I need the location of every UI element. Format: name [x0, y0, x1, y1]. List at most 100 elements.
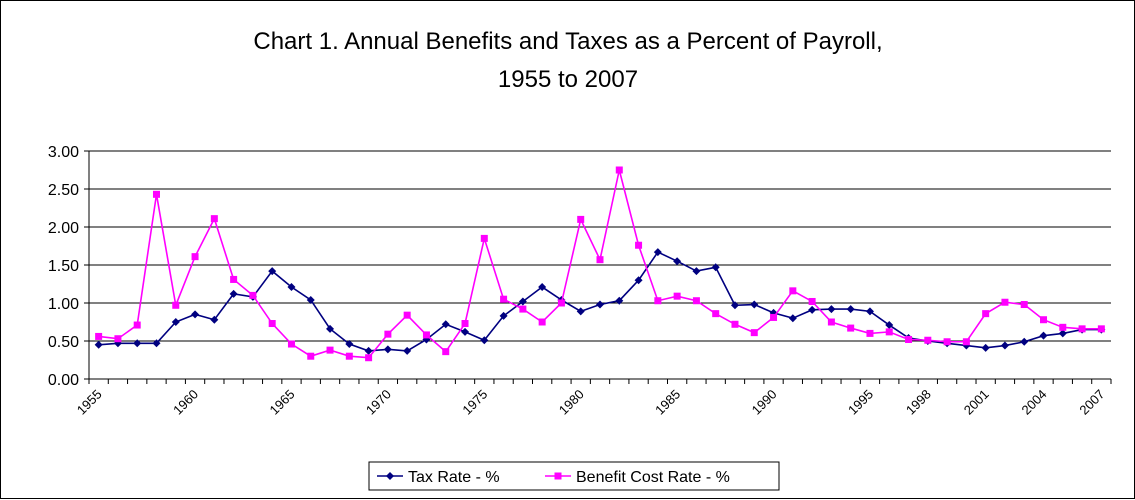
- data-point: [827, 305, 836, 314]
- data-point: [345, 352, 353, 360]
- data-point: [538, 318, 546, 326]
- data-point: [905, 335, 913, 343]
- data-point: [518, 297, 527, 306]
- data-point: [750, 300, 759, 309]
- data-point: [1097, 325, 1105, 333]
- data-point: [808, 305, 817, 314]
- data-point: [1040, 316, 1048, 324]
- data-point: [461, 327, 470, 336]
- data-point: [403, 311, 411, 319]
- data-point: [924, 336, 932, 344]
- y-tick-label: 1.00: [48, 296, 79, 313]
- data-point: [789, 287, 797, 295]
- data-point: [692, 267, 701, 276]
- data-point: [634, 276, 643, 285]
- data-point: [441, 320, 450, 329]
- x-tick-label: 1970: [363, 387, 394, 418]
- data-point: [770, 313, 778, 321]
- grid-layer: [89, 150, 1111, 342]
- data-point: [364, 346, 373, 355]
- series-benefit-cost-rate: [95, 166, 1105, 362]
- legend-item-tax-rate: Tax Rate - %: [377, 469, 500, 486]
- data-point: [461, 320, 469, 328]
- data-point: [576, 307, 585, 316]
- data-point: [885, 321, 894, 330]
- data-point: [750, 329, 758, 337]
- data-point: [847, 324, 855, 332]
- data-point: [326, 324, 335, 333]
- data-point: [577, 215, 585, 223]
- data-point: [615, 166, 623, 174]
- data-point: [210, 315, 219, 324]
- legend-label: Tax Rate - %: [408, 469, 500, 486]
- data-point: [442, 348, 450, 356]
- y-tick-label: 2.00: [48, 220, 79, 237]
- data-point: [480, 336, 489, 345]
- data-point: [480, 234, 488, 242]
- data-point: [519, 305, 527, 313]
- data-point: [711, 263, 720, 272]
- x-tick-label: 2001: [961, 387, 992, 418]
- x-tick-label: 2004: [1019, 387, 1050, 418]
- data-point: [287, 340, 295, 348]
- data-point: [635, 241, 643, 249]
- series-line: [98, 169, 1102, 359]
- legend-label: Benefit Cost Rate - %: [576, 469, 730, 486]
- x-tick-label: 1975: [459, 387, 490, 418]
- data-point: [981, 343, 990, 352]
- data-point: [943, 338, 951, 346]
- data-point: [538, 283, 547, 292]
- data-point: [1001, 298, 1009, 306]
- x-tick-label: 2007: [1076, 387, 1107, 418]
- data-point: [287, 283, 296, 292]
- data-point: [191, 310, 200, 319]
- data-point: [788, 314, 797, 323]
- data-point: [1000, 341, 1009, 350]
- x-tick-label: 1990: [749, 387, 780, 418]
- data-point: [731, 320, 739, 328]
- data-point: [1020, 301, 1028, 309]
- data-point: [114, 335, 122, 343]
- data-point: [962, 338, 970, 346]
- y-tick-label: 0.00: [48, 372, 79, 389]
- x-tick-label: 1985: [652, 387, 683, 418]
- data-point: [210, 215, 218, 223]
- data-point: [133, 321, 141, 329]
- chart-subtitle: 1955 to 2007: [498, 66, 638, 93]
- data-point: [1078, 325, 1086, 333]
- data-point: [654, 297, 662, 305]
- data-point: [885, 328, 893, 336]
- data-point: [384, 330, 392, 338]
- data-point: [307, 352, 315, 360]
- x-tick-label: 1955: [74, 387, 105, 418]
- data-point: [499, 311, 508, 320]
- data-point: [229, 289, 238, 298]
- data-point: [1020, 337, 1029, 346]
- data-point: [133, 339, 142, 348]
- data-point: [653, 248, 662, 257]
- data-point: [500, 295, 508, 303]
- chart-title: Chart 1. Annual Benefits and Taxes as a …: [253, 28, 882, 55]
- data-point: [865, 307, 874, 316]
- data-point: [1039, 331, 1048, 340]
- data-point: [730, 301, 739, 310]
- x-tick-label: 1980: [556, 387, 587, 418]
- series-layer: [94, 166, 1106, 362]
- data-point: [596, 300, 604, 309]
- data-point: [171, 318, 180, 326]
- data-point: [712, 310, 720, 318]
- legend-swatch-marker: [386, 472, 394, 480]
- data-point: [191, 253, 199, 261]
- series-tax-rate: [94, 248, 1106, 355]
- data-point: [249, 291, 257, 299]
- data-point: [615, 296, 624, 305]
- y-tick-label: 2.50: [48, 182, 79, 199]
- data-point: [230, 275, 238, 283]
- data-point: [557, 299, 565, 307]
- data-point: [422, 331, 430, 339]
- legend: Tax Rate - % Benefit Cost Rate - %: [368, 461, 780, 491]
- data-point: [268, 267, 277, 276]
- data-point: [692, 297, 700, 305]
- data-point: [846, 305, 855, 314]
- data-point: [403, 346, 412, 355]
